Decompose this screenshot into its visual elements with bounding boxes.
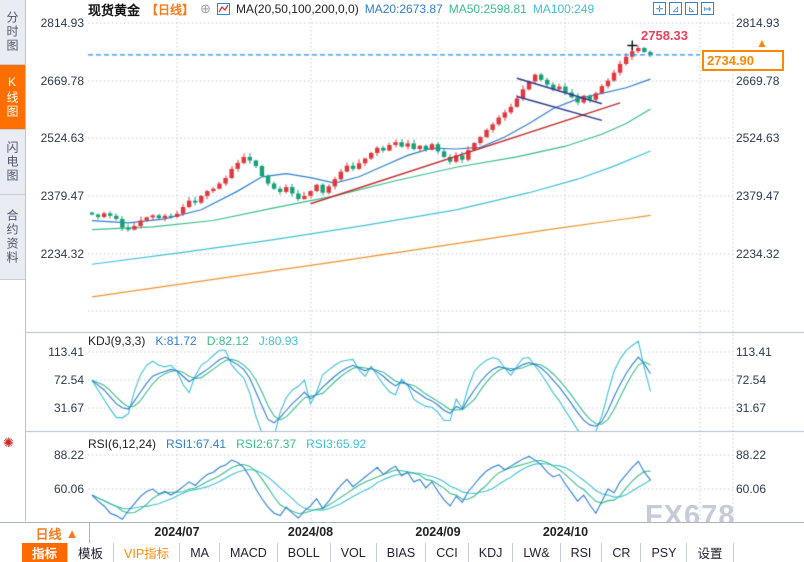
y-tick-right: 60.06 bbox=[736, 481, 767, 496]
toolbar-item-VIP指标[interactable]: VIP指标 bbox=[114, 543, 181, 562]
toolbar-item-LW&[interactable]: LW& bbox=[513, 543, 561, 562]
y-tick-right: 2669.78 bbox=[736, 73, 780, 88]
symbol-name: 现货黄金 bbox=[88, 2, 141, 18]
sidebar-tab-1[interactable]: 分时图 bbox=[0, 0, 25, 65]
rsi-value: RSI2:67.37 bbox=[236, 437, 297, 451]
y-tick-right: 72.54 bbox=[736, 372, 767, 387]
period-selector-label: 日线 bbox=[35, 526, 62, 542]
kdj-value: J:80.93 bbox=[258, 334, 299, 348]
toolbar-item-BIAS[interactable]: BIAS bbox=[377, 543, 427, 562]
ma-formula-label: MA(20,50,100,200,0,0) bbox=[235, 2, 359, 16]
y-tick-right: 113.41 bbox=[736, 345, 772, 359]
y-tick-right: 2379.47 bbox=[736, 189, 780, 204]
y-tick-left: 31.67 bbox=[53, 400, 84, 415]
x-tick-month: 2024/08 bbox=[287, 525, 334, 539]
y-tick-right: 2234.32 bbox=[736, 246, 780, 261]
x-tick-month: 2024/07 bbox=[154, 525, 200, 539]
add-circle-icon[interactable]: ⊕ bbox=[200, 1, 211, 16]
chart-header: 现货黄金 【日线】 ⊕ MA(20,50,100,200,0,0) MA20:2… bbox=[88, 1, 595, 18]
kdj-title: KDJ(9,3,3) bbox=[88, 334, 146, 348]
kdj-value: K:81.72 bbox=[155, 334, 197, 348]
window-tool-icons: ✛ ⊿ ⊾ ↦ bbox=[653, 2, 714, 15]
toolbar-item-BOLL[interactable]: BOLL bbox=[278, 543, 331, 562]
y-tick-left: 60.06 bbox=[53, 481, 84, 496]
sidebar-tab-4[interactable]: 合约资料 bbox=[0, 195, 25, 280]
last-price-badge: 2734.90 bbox=[702, 50, 784, 71]
rsi-title: RSI(6,12,24) bbox=[88, 437, 157, 451]
toolbar-item-KDJ[interactable]: KDJ bbox=[469, 543, 514, 562]
period-selector-button[interactable]: 日线 ▲ bbox=[25, 523, 90, 543]
rsi-value: RSI3:65.92 bbox=[306, 437, 367, 451]
alert-burst-icon[interactable]: ✺ bbox=[3, 435, 14, 450]
scale-y-icon[interactable]: ⊾ bbox=[685, 2, 698, 15]
toolbar-item-CR[interactable]: CR bbox=[602, 543, 642, 562]
toolbar-item-指标[interactable]: 指标 bbox=[22, 543, 69, 562]
kdj-panel-header: KDJ(9,3,3) K:81.72 D:82.12 J:80.93 bbox=[88, 334, 298, 348]
y-tick-right: 2814.93 bbox=[736, 16, 780, 30]
sidebar-tab-2[interactable]: K线图 bbox=[0, 65, 25, 130]
y-tick-left: 2379.47 bbox=[40, 189, 84, 204]
indicator-toolbar: 指标 模板 VIP指标 MA MACD BOLL VOL BIAS CCI KDJ LW& RSI CR… bbox=[0, 543, 804, 562]
header-ma-value: MA20:2673.87 bbox=[364, 2, 443, 16]
toolbar-item-MACD[interactable]: MACD bbox=[220, 543, 278, 562]
period-tag: 【日线】 bbox=[146, 2, 195, 17]
y-tick-right: 31.67 bbox=[736, 400, 767, 415]
y-tick-left: 113.41 bbox=[48, 345, 84, 359]
y-tick-left: 88.22 bbox=[53, 448, 84, 462]
y-tick-left: 2524.63 bbox=[40, 131, 84, 146]
toolbar-item-MA[interactable]: MA bbox=[180, 543, 220, 562]
scale-x-icon[interactable]: ⊿ bbox=[669, 2, 682, 15]
x-tick-month: 2024/10 bbox=[542, 525, 589, 539]
toolbar-item-VOL[interactable]: VOL bbox=[331, 543, 377, 562]
price-up-arrow-icon: ▲ bbox=[756, 36, 768, 50]
sidebar-tab-3[interactable]: 闪电图 bbox=[0, 130, 25, 195]
y-tick-right: 88.22 bbox=[736, 448, 767, 462]
toolbar-item-模板[interactable]: 模板 bbox=[68, 543, 115, 562]
move-icon[interactable]: ✛ bbox=[653, 2, 666, 15]
toolbar-item-设置[interactable]: 设置 bbox=[687, 543, 734, 562]
kdj-value: D:82.12 bbox=[206, 334, 249, 348]
header-ma-value: MA50:2598.81 bbox=[448, 2, 527, 16]
rsi-panel-header: RSI(6,12,24) RSI1:67.41 RSI2:67.37 RSI3:65… bbox=[88, 437, 366, 451]
date-axis-row: 日线 ▲ 2024/07 2024/08 2024/09 2024/10 bbox=[0, 522, 804, 544]
high-price-annotation: 2758.33 bbox=[641, 28, 688, 43]
toolbar-item-RSI[interactable]: RSI bbox=[561, 543, 603, 562]
y-tick-left: 2814.93 bbox=[40, 16, 84, 30]
left-sidebar: 分时图 K线图 闪电图 合约资料 bbox=[0, 0, 26, 521]
y-tick-left: 2234.32 bbox=[40, 246, 84, 261]
exit-right-icon[interactable]: ↦ bbox=[701, 2, 714, 15]
mini-chart-icon bbox=[216, 3, 230, 15]
triangle-up-icon: ▲ bbox=[65, 525, 79, 541]
toolbar-item-CCI[interactable]: CCI bbox=[426, 543, 469, 562]
header-ma-value: MA100:249 bbox=[532, 2, 595, 16]
y-tick-left: 72.54 bbox=[53, 372, 84, 387]
toolbar-item-PSY[interactable]: PSY bbox=[641, 543, 688, 562]
rsi-value: RSI1:67.41 bbox=[166, 437, 227, 451]
x-tick-month: 2024/09 bbox=[415, 525, 461, 539]
y-tick-left: 2669.78 bbox=[40, 73, 84, 88]
y-tick-right: 2524.63 bbox=[736, 131, 780, 146]
